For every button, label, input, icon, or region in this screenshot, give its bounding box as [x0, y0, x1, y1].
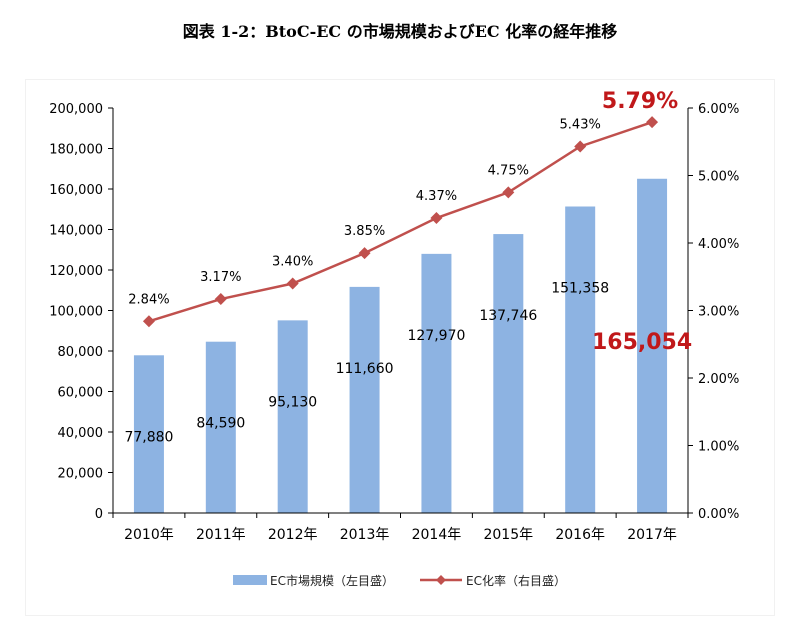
bar[interactable]	[637, 178, 668, 513]
bar[interactable]	[133, 355, 164, 513]
bar[interactable]	[565, 206, 596, 513]
line-marker[interactable]	[502, 186, 515, 199]
bar-value-label: 127,970	[407, 328, 465, 344]
line-value-label: 3.17%	[200, 270, 241, 285]
line-marker[interactable]	[646, 116, 659, 129]
left-axis-tick-label: 200,000	[49, 102, 103, 117]
right-axis-tick-label: 0.00%	[698, 507, 739, 522]
x-axis-category-label: 2015年	[483, 527, 533, 543]
x-axis-category-label: 2016年	[555, 527, 605, 543]
line-value-label: 3.40%	[272, 255, 313, 270]
left-axis-tick-label: 100,000	[49, 305, 103, 320]
bar-value-label: 111,660	[336, 361, 394, 377]
left-axis-tick-label: 20,000	[58, 467, 104, 482]
x-axis-category-label: 2011年	[196, 527, 246, 543]
legend-line-label: EC化率（右目盛）	[466, 573, 566, 588]
bar-value-labels: 77,880 84,590 95,130 111,660 127,970 137,746 1…	[124, 281, 692, 446]
right-axis-tick-label: 3.00%	[698, 305, 739, 320]
bar-series	[133, 178, 668, 514]
line-value-labels: 2.84% 3.17% 3.40% 3.85% 4.37% 4.75% 5.43%5.79%	[128, 89, 678, 307]
legend-line-marker	[436, 575, 446, 585]
left-axis-tick-label: 40,000	[58, 426, 104, 441]
right-axis-tick-label: 4.00%	[698, 237, 739, 252]
bar-value-label: 137,746	[479, 308, 537, 324]
x-axis-category-label: 2010年	[124, 527, 174, 543]
line-marker[interactable]	[574, 140, 587, 153]
bar[interactable]	[277, 320, 308, 513]
bar[interactable]	[205, 341, 236, 513]
left-axis-tick-label: 180,000	[49, 143, 103, 158]
line-value-label: 3.85%	[344, 224, 385, 239]
bar-value-label: 84,590	[196, 416, 245, 432]
bar[interactable]	[349, 286, 380, 513]
line-value-label-highlight: 5.79%	[602, 89, 678, 114]
bar-value-label: 77,880	[124, 429, 173, 445]
line-value-label: 2.84%	[128, 292, 169, 307]
bar[interactable]	[493, 234, 524, 514]
left-axis-tick-label: 80,000	[58, 345, 104, 360]
left-axis-tick-label: 160,000	[49, 183, 103, 198]
left-axis-tick-label: 60,000	[58, 386, 104, 401]
axes: 0 20,000 40,000 60,000 80,000 100,000 120,000 1…	[49, 102, 739, 543]
x-axis-category-label: 2014年	[412, 527, 462, 543]
line-marker[interactable]	[430, 212, 443, 225]
legend-bar-swatch	[233, 575, 267, 585]
right-axis-tick-label: 2.00%	[698, 372, 739, 387]
x-axis-category-label: 2013年	[340, 527, 390, 543]
bar-value-label: 151,358	[551, 281, 609, 297]
right-axis-tick-label: 1.00%	[698, 440, 739, 455]
right-axis-tick-label: 6.00%	[698, 102, 739, 117]
bar-value-label: 95,130	[268, 394, 317, 410]
left-axis-tick-label: 0	[95, 507, 103, 522]
right-axis-tick-label: 5.00%	[698, 170, 739, 185]
legend: EC市場規模（左目盛） EC化率（右目盛）	[233, 573, 566, 588]
line-path	[148, 120, 653, 323]
line-value-label: 4.75%	[488, 163, 529, 178]
line-marker[interactable]	[358, 247, 371, 260]
line-marker[interactable]	[214, 293, 227, 306]
line-series	[142, 116, 659, 328]
page-title: 図表 1-2：BtoC-EC の市場規模およびEC 化率の経年推移	[182, 22, 618, 41]
line-marker[interactable]	[286, 277, 299, 290]
left-axis-tick-label: 120,000	[49, 264, 103, 279]
bar-value-label-highlight: 165,054	[592, 330, 692, 355]
bar[interactable]	[421, 253, 452, 513]
left-axis-tick-label: 140,000	[49, 224, 103, 239]
line-value-label: 5.43%	[560, 117, 601, 132]
x-axis-category-label: 2017年	[627, 527, 677, 543]
line-marker[interactable]	[142, 315, 155, 328]
x-axis-category-label: 2012年	[268, 527, 318, 543]
legend-bar-label: EC市場規模（左目盛）	[270, 573, 394, 588]
line-value-label: 4.37%	[416, 189, 457, 204]
